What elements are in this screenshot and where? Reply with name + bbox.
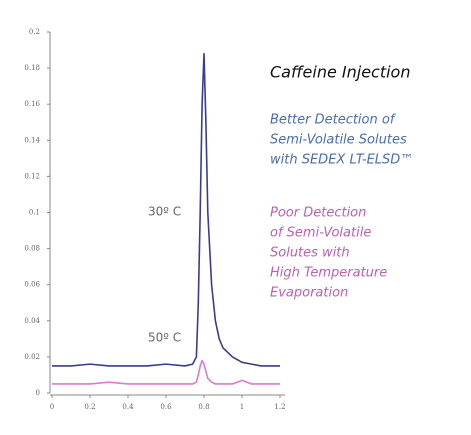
chart-title: Caffeine Injection (270, 63, 410, 82)
annotation-line: Evaporation (270, 286, 348, 301)
x-tick-label: 0 (50, 403, 54, 411)
annotation-line: Semi-Volatile Solutes (270, 133, 407, 148)
y-tick-label: 0.12 (24, 172, 40, 180)
peak-label: 30º C (148, 205, 181, 219)
series-line (52, 359, 280, 385)
y-tick-label: 0.1 (29, 209, 40, 217)
annotation-line: High Temperature (270, 266, 387, 281)
x-tick-label: 0.6 (160, 403, 172, 411)
y-tick-label: 0.08 (24, 245, 40, 253)
x-tick-label: 1 (240, 403, 244, 411)
y-tick-label: 0.04 (24, 317, 40, 325)
y-tick-label: 0.02 (24, 353, 40, 361)
x-tick-label: 0.8 (198, 403, 209, 411)
y-tick-label: 0.14 (24, 136, 40, 144)
y-tick-label: 0.18 (24, 64, 40, 72)
annotation-line: Better Detection of (270, 113, 397, 128)
y-tick-label: 0 (36, 389, 40, 397)
peak-label: 50º C (148, 331, 181, 345)
x-tick-label: 0.4 (122, 403, 134, 411)
y-tick-label: 0.06 (24, 281, 40, 289)
y-tick-label: 0.2 (29, 28, 40, 36)
y-tick-label: 0.16 (24, 100, 40, 108)
x-tick-label: 0.2 (84, 403, 95, 411)
annotation-line: of Semi-Volatile (270, 226, 371, 241)
annotation-line: Solutes with (270, 246, 350, 261)
annotation-line: with SEDEX LT-ELSD™ (270, 153, 413, 168)
annotation-line: Poor Detection (270, 206, 366, 221)
series-line (52, 52, 280, 367)
x-tick-label: 1.2 (274, 403, 285, 411)
